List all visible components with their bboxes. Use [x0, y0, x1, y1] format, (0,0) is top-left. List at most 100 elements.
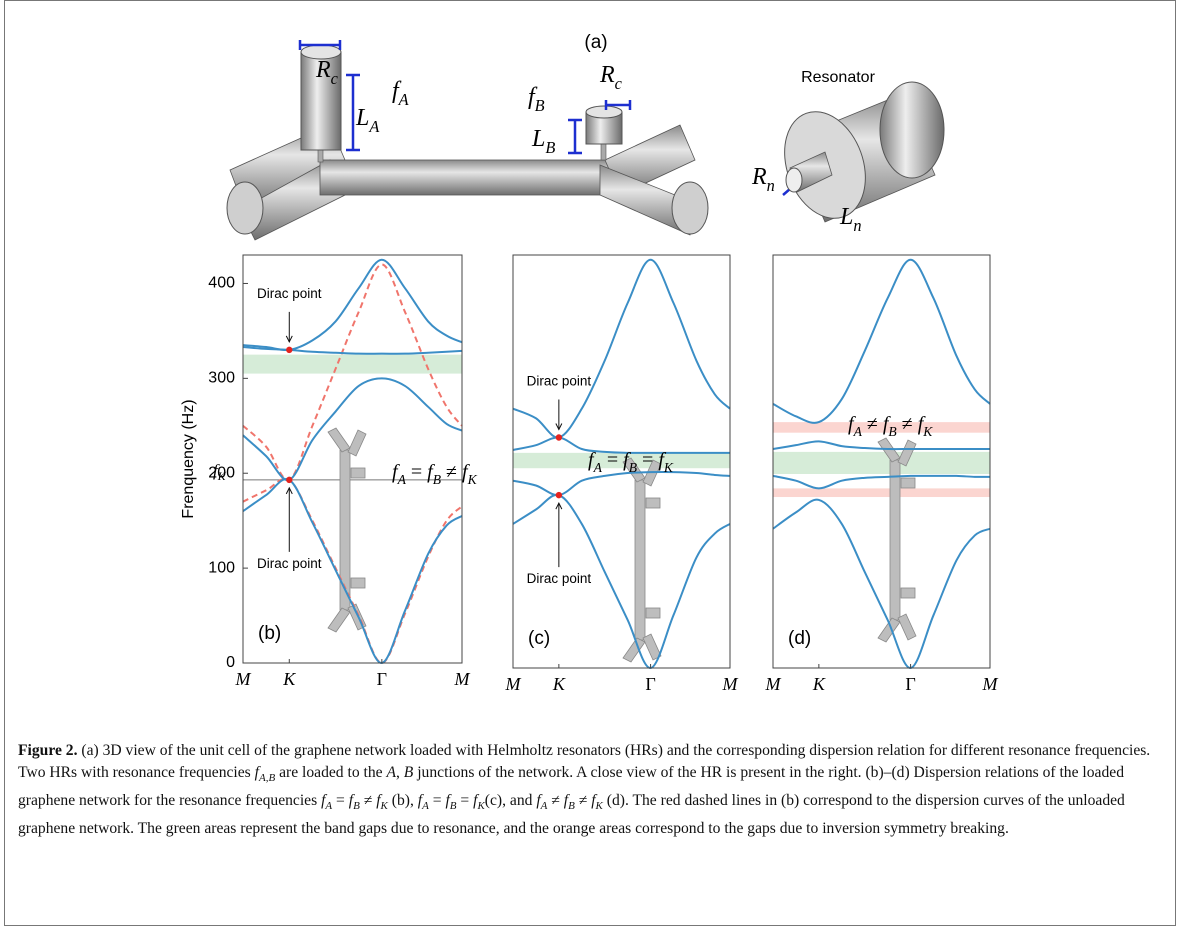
- band-gap: [773, 422, 990, 433]
- dirac-point: [555, 434, 563, 441]
- math-symbol: f: [462, 461, 470, 483]
- caption-subscript: A,B: [258, 771, 276, 784]
- caption-text: are loaded to the: [275, 763, 387, 781]
- x-tick-label: K: [552, 674, 566, 694]
- caption-symbol: f: [321, 791, 326, 809]
- math-subscript: K: [217, 470, 227, 483]
- math-subscript: B: [888, 424, 896, 439]
- math-subscript: K: [922, 424, 933, 439]
- dimension-symbol: Rc​: [315, 57, 339, 88]
- math-subscript: B: [545, 138, 555, 157]
- math-symbol: R: [751, 164, 767, 190]
- math-symbol: f: [848, 413, 856, 435]
- dispersion-curve: [512, 436, 730, 454]
- dirac-point: [555, 491, 563, 499]
- panel-label: (d): [788, 628, 811, 649]
- dimension-symbol: fB​: [528, 84, 545, 115]
- dirac-point: [286, 476, 293, 484]
- caption-subscript: A: [325, 799, 333, 812]
- dirac-point: [286, 346, 293, 354]
- dimension-symbol: fA​: [392, 78, 410, 109]
- y-tick-label: 200: [208, 464, 235, 481]
- caption: Figure 2. (a) 3D view of the unit cell o…: [18, 740, 1168, 839]
- caption-italic: A: [386, 763, 396, 781]
- caption-text: (b),: [387, 791, 418, 809]
- caption-symbol: f: [376, 791, 381, 809]
- chart: fK​ Dirac point Dirac point 0 100 200 300 400 Fr…: [180, 254, 478, 689]
- x-tick-label: M: [505, 674, 522, 694]
- dispersion-curve: [242, 478, 463, 664]
- icon-branch: [327, 427, 367, 633]
- dispersion-curve: [772, 258, 991, 424]
- math-symbol: L: [355, 105, 369, 131]
- x-tick-label: K: [812, 674, 826, 694]
- dimension-symbol: LB​: [531, 126, 555, 157]
- caption-subscript: K: [477, 799, 485, 812]
- caption-subscript: K: [595, 799, 603, 812]
- math-subscript: B: [433, 472, 441, 487]
- math-symbol: f: [623, 449, 631, 471]
- math-symbol: f: [528, 84, 538, 110]
- x-tick-label: M: [722, 674, 739, 694]
- math-subscript: n: [767, 176, 775, 195]
- caption-subscript: A: [422, 799, 429, 812]
- math-symbol: f: [883, 413, 891, 435]
- icon-branch: [622, 457, 662, 663]
- caption-subscript: B: [449, 799, 457, 812]
- x-tick-label: K: [282, 669, 296, 689]
- caption-heading: Figure 2.: [18, 742, 78, 759]
- x-tick-label: M: [454, 669, 471, 689]
- condition-formula: fA​ = fB​ ≠ fK​: [392, 461, 478, 487]
- math-symbol: f: [213, 461, 220, 480]
- resonator-title: Resonator: [801, 69, 875, 86]
- math-subscript: A: [853, 424, 863, 439]
- annotation-arrowhead: [285, 335, 293, 344]
- icon-tube: [634, 479, 646, 641]
- reference-label: fK​: [213, 461, 227, 483]
- band-gap: [243, 354, 462, 374]
- caption-text: (c), and: [484, 791, 537, 809]
- y-tick-label: 100: [208, 559, 235, 576]
- math-text: ≠: [862, 413, 883, 435]
- plot-frame: [242, 254, 463, 664]
- icon-resonator: [900, 587, 916, 599]
- dispersion-curve: [512, 493, 731, 669]
- annotation-arrowhead: [555, 501, 563, 510]
- y-tick-label: 300: [208, 370, 235, 387]
- dimension-symbol: Ln​: [839, 204, 862, 235]
- caption-symbol: f: [563, 791, 569, 809]
- caption-subscript: A: [540, 799, 548, 812]
- caption-symbol: f: [445, 791, 450, 809]
- band-gap: [513, 452, 730, 469]
- caption-subscript: B: [353, 799, 360, 812]
- math-subscript: c: [331, 69, 339, 88]
- math-symbol: f: [918, 413, 926, 435]
- x-tick-label: M: [765, 674, 782, 694]
- math-subscript: c: [615, 74, 623, 93]
- math-symbol: R: [599, 62, 615, 88]
- condition-formula: fA​ ≠ fB​ ≠ fK​: [848, 413, 933, 439]
- dispersion-curve: [512, 258, 731, 439]
- math-subscript: B: [535, 96, 545, 115]
- condition-formula: fA​ = fB​ = fK​: [588, 449, 674, 475]
- math-subscript: K: [663, 460, 674, 475]
- symbol-labels: Rc​ fA​ LA​ fB​ Rc​ LB​ Rn​ Ln​: [315, 57, 862, 235]
- math-text: =: [637, 449, 658, 471]
- caption-text: ,: [396, 763, 404, 781]
- math-symbol: L: [839, 204, 853, 230]
- unit-cell-icon: [327, 427, 367, 633]
- caption-text: ≠: [359, 791, 377, 809]
- x-tick-label: M: [235, 669, 252, 689]
- network-drawing: [226, 40, 891, 241]
- panel-label: (c): [528, 628, 550, 649]
- math-text: =: [406, 461, 427, 483]
- dispersion-curve: [772, 474, 991, 490]
- band-gap: [773, 451, 990, 474]
- caption-text: (d). The red dashed lines in (b) corresp…: [18, 791, 1125, 837]
- math-subscript: K: [467, 472, 478, 487]
- chart: Dirac point Dirac point M K Γ M (c) fA​ = fB​ =…: [505, 254, 739, 694]
- math-text: ≠: [441, 461, 462, 483]
- resonator-drawing: [784, 81, 945, 223]
- math-subscript: B: [629, 460, 637, 475]
- math-text: =: [602, 449, 623, 471]
